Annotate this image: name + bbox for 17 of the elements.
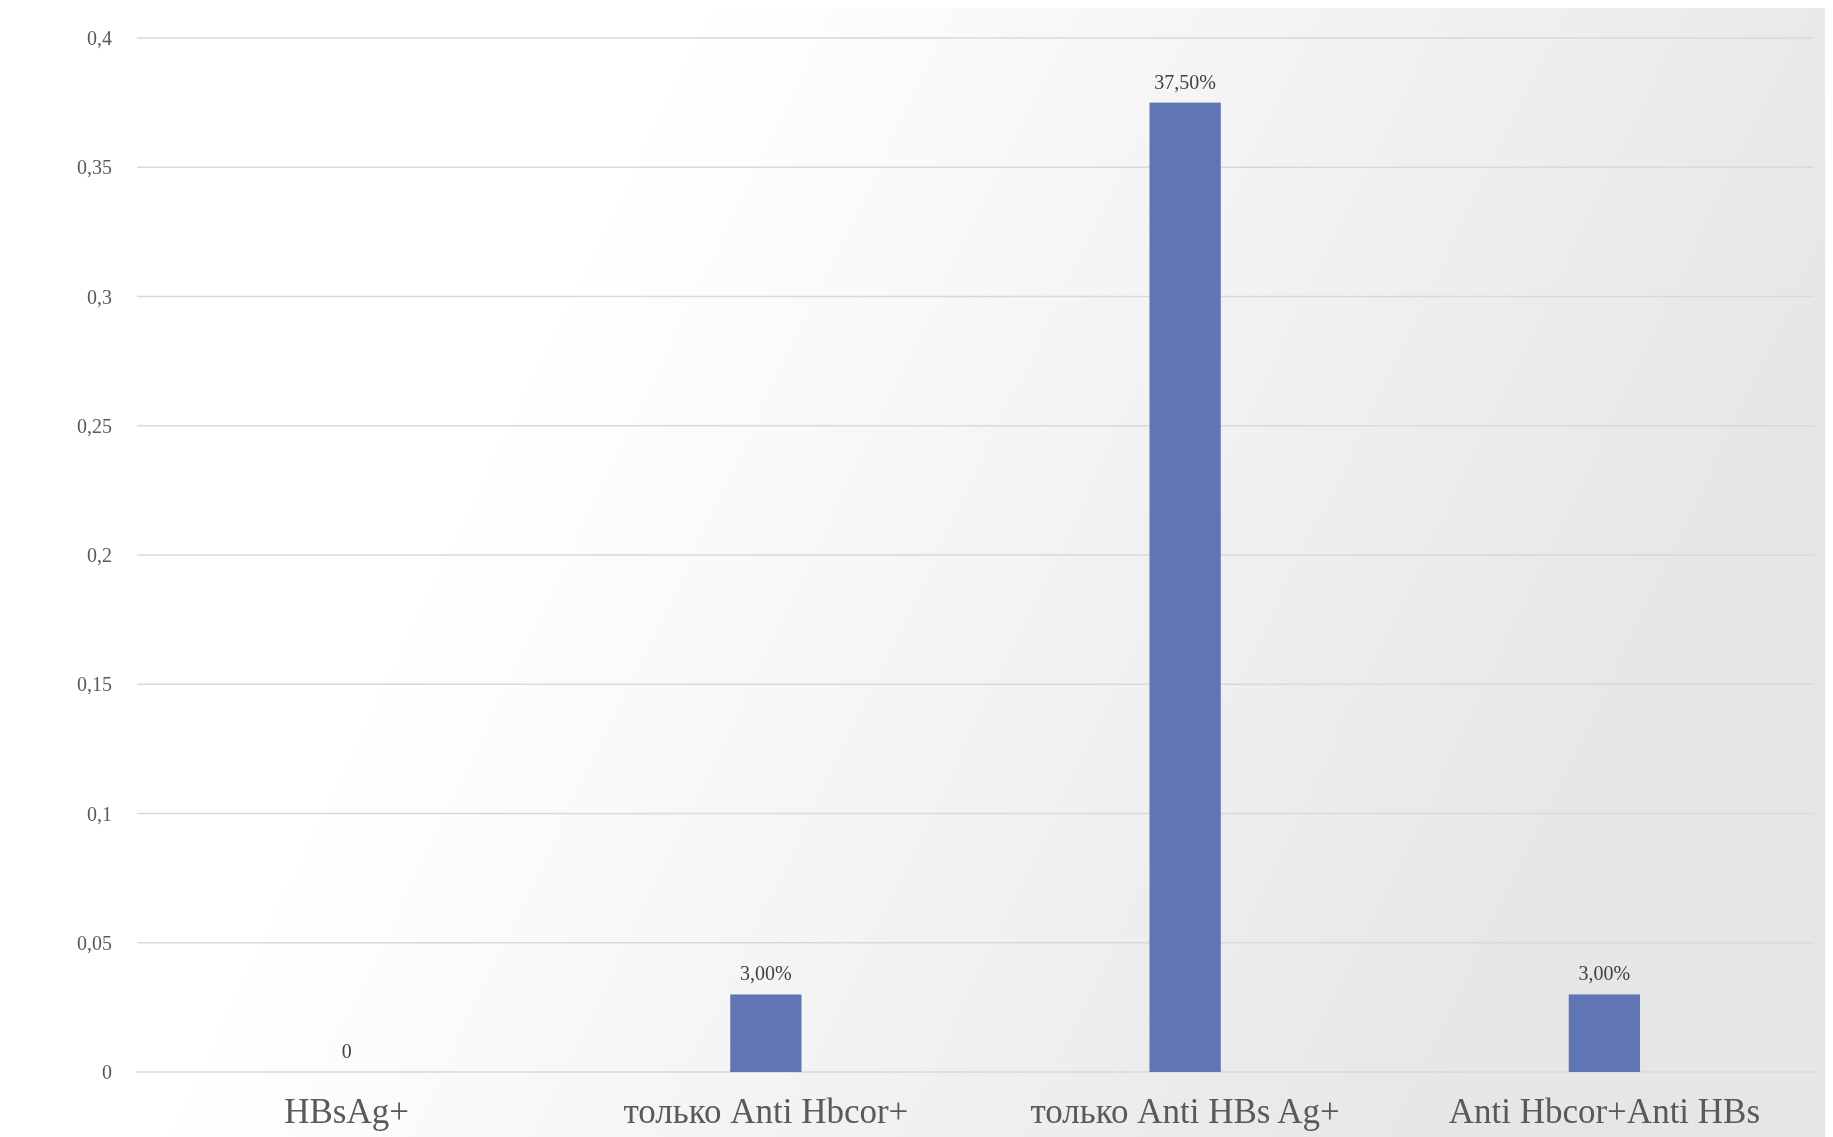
y-tick-label: 0,25 — [77, 414, 112, 437]
y-tick-label: 0,05 — [77, 931, 112, 954]
y-tick-label: 0,3 — [87, 285, 112, 308]
y-tick-label: 0,35 — [77, 156, 112, 179]
y-tick-label: 0,2 — [87, 544, 112, 566]
data-label: 0 — [341, 1040, 352, 1062]
y-tick-label: 0,15 — [77, 673, 112, 696]
data-label: 3,00% — [740, 962, 792, 985]
data-label: 3,00% — [1578, 962, 1631, 985]
x-tick-label: только Anti Hbcor+ — [623, 1092, 909, 1131]
y-tick-label: 0 — [102, 1061, 112, 1083]
y-tick-label: 0,1 — [87, 802, 112, 825]
y-tick-label: 0,4 — [87, 27, 112, 49]
x-tick-label: только Anti HBs Ag+ — [1030, 1092, 1340, 1131]
x-tick-label: Anti Hbcor+Anti HBs — [1448, 1092, 1761, 1131]
x-tick-label: HBsAg+ — [284, 1092, 410, 1131]
data-label: 37,50% — [1154, 70, 1216, 93]
